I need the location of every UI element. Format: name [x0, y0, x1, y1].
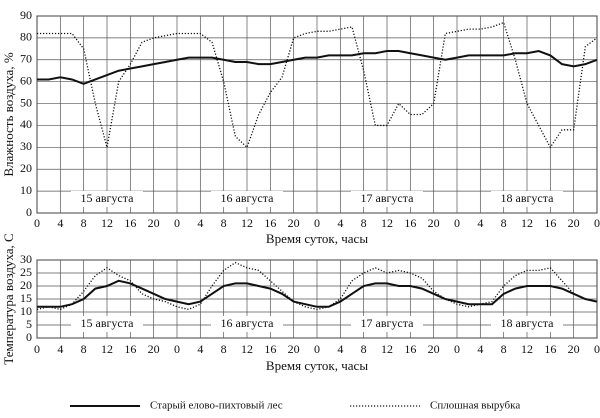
x-tick-label: 12	[381, 342, 393, 356]
day-label: 17 августа	[361, 316, 415, 330]
day-label-bg	[71, 316, 143, 332]
y-tick-label: 0	[26, 205, 32, 219]
x-tick-label: 4	[57, 342, 63, 356]
x-tick-label: 20	[428, 216, 440, 230]
y-tick-label: 20	[20, 278, 32, 292]
x-tick-label: 16	[124, 216, 136, 230]
y-tick-label: 10	[20, 304, 32, 318]
x-tick-label: 4	[337, 342, 343, 356]
x-tick-label: 20	[568, 216, 580, 230]
x-tick-label: 8	[501, 216, 507, 230]
x-tick-label: 8	[361, 216, 367, 230]
x-tick-label: 4	[197, 216, 203, 230]
x-tick-label: 0	[454, 216, 460, 230]
day-label-bg	[211, 191, 283, 207]
x-tick-label: 0	[174, 342, 180, 356]
legend-label: Старый елово-пихтовый лес	[150, 400, 283, 412]
day-label: 18 августа	[501, 191, 555, 205]
x-tick-label: 12	[101, 216, 113, 230]
x-tick-label: 12	[101, 342, 113, 356]
x-tick-label: 0	[594, 342, 600, 356]
x-tick-label: 20	[148, 342, 160, 356]
day-label: 15 августа	[81, 191, 135, 205]
day-label: 17 августа	[361, 191, 415, 205]
x-tick-label: 0	[594, 216, 600, 230]
x-tick-label: 0	[34, 216, 40, 230]
x-tick-label: 12	[241, 342, 253, 356]
series-line	[37, 21, 598, 149]
x-tick-label: 0	[174, 216, 180, 230]
y-tick-label: 30	[20, 252, 32, 266]
x-tick-label: 4	[477, 216, 483, 230]
series-line	[36, 261, 598, 311]
y-tick-label: 50	[20, 95, 32, 109]
y-tick-label: 80	[20, 30, 32, 44]
day-label-bg	[351, 191, 423, 207]
x-tick-label: 0	[314, 342, 320, 356]
x-axis-label: Время суток, часы	[266, 231, 368, 246]
x-tick-label: 16	[264, 216, 276, 230]
x-tick-label: 0	[454, 342, 460, 356]
x-tick-label: 12	[521, 216, 533, 230]
y-tick-label: 40	[20, 117, 32, 131]
day-label: 15 августа	[81, 316, 135, 330]
x-tick-label: 16	[544, 216, 556, 230]
series-line	[37, 49, 598, 85]
x-axis-label: Время суток, часы	[266, 358, 368, 373]
x-tick-label: 16	[124, 342, 136, 356]
x-tick-label: 4	[477, 342, 483, 356]
x-tick-label: 4	[57, 216, 63, 230]
x-tick-label: 16	[404, 216, 416, 230]
y-tick-label: 5	[26, 317, 32, 331]
day-label-bg	[211, 316, 283, 332]
series-line	[37, 279, 598, 308]
x-tick-label: 16	[264, 342, 276, 356]
x-tick-label: 0	[34, 342, 40, 356]
day-label: 18 августа	[501, 316, 555, 330]
day-label: 16 августа	[221, 316, 275, 330]
x-tick-label: 4	[197, 342, 203, 356]
y-tick-label: 60	[20, 73, 32, 87]
x-tick-label: 20	[428, 342, 440, 356]
y-axis-label: Влажность воздуха, %	[1, 52, 16, 176]
y-tick-label: 0	[26, 330, 32, 344]
x-tick-label: 4	[337, 216, 343, 230]
x-tick-label: 20	[288, 216, 300, 230]
y-tick-label: 15	[20, 291, 32, 305]
y-tick-label: 30	[20, 139, 32, 153]
x-tick-label: 20	[568, 342, 580, 356]
y-axis-label: Температура воздуха, С	[1, 233, 16, 364]
day-label: 16 августа	[221, 191, 275, 205]
y-tick-label: 90	[20, 8, 32, 22]
x-tick-label: 12	[521, 342, 533, 356]
y-tick-label: 70	[20, 52, 32, 66]
x-tick-label: 0	[314, 216, 320, 230]
day-label-bg	[351, 316, 423, 332]
day-label-bg	[491, 191, 563, 207]
x-tick-label: 8	[81, 342, 87, 356]
x-tick-label: 20	[288, 342, 300, 356]
x-tick-label: 8	[501, 342, 507, 356]
x-tick-label: 8	[81, 216, 87, 230]
x-tick-label: 12	[381, 216, 393, 230]
day-label-bg	[491, 316, 563, 332]
y-tick-label: 20	[20, 161, 32, 175]
x-tick-label: 8	[221, 216, 227, 230]
day-label-bg	[71, 191, 143, 207]
x-tick-label: 12	[241, 216, 253, 230]
x-tick-label: 20	[148, 216, 160, 230]
legend-label: Сплошная вырубка	[430, 400, 520, 412]
y-tick-label: 10	[20, 183, 32, 197]
y-tick-label: 25	[20, 265, 32, 279]
x-tick-label: 8	[361, 342, 367, 356]
x-tick-label: 8	[221, 342, 227, 356]
x-tick-label: 16	[404, 342, 416, 356]
x-tick-label: 16	[544, 342, 556, 356]
